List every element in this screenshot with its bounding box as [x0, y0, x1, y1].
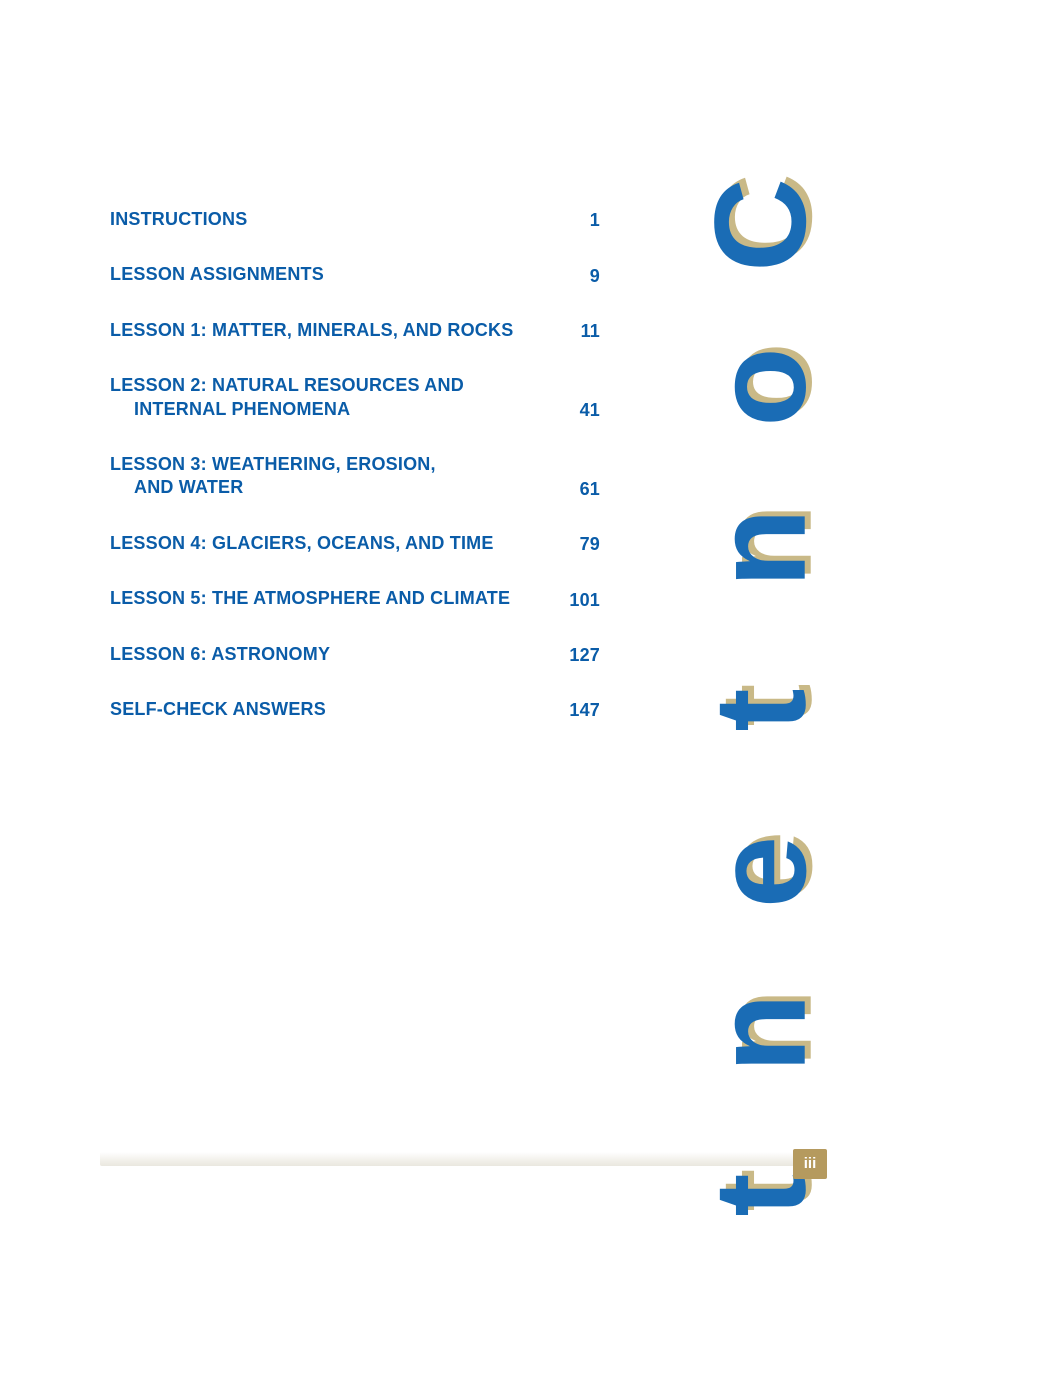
toc-page: 101 — [560, 590, 600, 611]
toc-page: 11 — [560, 321, 600, 342]
glyph-e: e e — [695, 835, 825, 907]
page-number-badge: iii — [793, 1149, 827, 1179]
toc-page: 147 — [560, 700, 600, 721]
table-of-contents: INSTRUCTIONS 1 LESSON ASSIGNMENTS 9 LESS… — [110, 208, 600, 753]
toc-title-line1: LESSON 3: WEATHERING, EROSION, — [110, 454, 436, 474]
toc-entry: LESSON 6: ASTRONOMY 127 — [110, 643, 600, 666]
toc-title-line2: AND WATER — [110, 476, 540, 499]
glyph-t: t t — [695, 688, 825, 731]
toc-entry: LESSON 2: NATURAL RESOURCES AND INTERNAL… — [110, 374, 600, 421]
toc-page: 9 — [560, 266, 600, 287]
glyph-c: C C — [695, 178, 825, 272]
toc-entry: LESSON 1: MATTER, MINERALS, AND ROCKS 11 — [110, 319, 600, 342]
toc-entry: LESSON ASSIGNMENTS 9 — [110, 263, 600, 286]
toc-page: 1 — [560, 210, 600, 231]
vertical-title-contents: C C o o n n t t e e n n t t — [680, 160, 840, 1260]
glyph-t: t t — [695, 1173, 825, 1216]
toc-title-line2: INTERNAL PHENOMENA — [110, 398, 540, 421]
toc-title: LESSON 4: GLACIERS, OCEANS, AND TIME — [110, 532, 560, 555]
toc-title: LESSON 3: WEATHERING, EROSION, AND WATER — [110, 453, 560, 500]
glyph-o: o o — [695, 347, 825, 426]
glyph-n: n n — [695, 994, 825, 1073]
toc-title-line1: LESSON 2: NATURAL RESOURCES AND — [110, 375, 464, 395]
footer-divider — [100, 1152, 820, 1166]
glyph-n: n n — [695, 509, 825, 588]
toc-entry: LESSON 4: GLACIERS, OCEANS, AND TIME 79 — [110, 532, 600, 555]
toc-entry: INSTRUCTIONS 1 — [110, 208, 600, 231]
toc-title: LESSON 1: MATTER, MINERALS, AND ROCKS — [110, 319, 560, 342]
toc-page: 127 — [560, 645, 600, 666]
toc-entry: LESSON 3: WEATHERING, EROSION, AND WATER… — [110, 453, 600, 500]
toc-entry: SELF-CHECK ANSWERS 147 — [110, 698, 600, 721]
toc-title: SELF-CHECK ANSWERS — [110, 698, 560, 721]
toc-title: LESSON 6: ASTRONOMY — [110, 643, 560, 666]
toc-title: INSTRUCTIONS — [110, 208, 560, 231]
toc-page: 41 — [560, 400, 600, 421]
toc-page: 79 — [560, 534, 600, 555]
toc-page: 61 — [560, 479, 600, 500]
toc-title: LESSON 2: NATURAL RESOURCES AND INTERNAL… — [110, 374, 560, 421]
toc-entry: LESSON 5: THE ATMOSPHERE AND CLIMATE 101 — [110, 587, 600, 610]
toc-title: LESSON ASSIGNMENTS — [110, 263, 560, 286]
toc-title: LESSON 5: THE ATMOSPHERE AND CLIMATE — [110, 587, 560, 610]
